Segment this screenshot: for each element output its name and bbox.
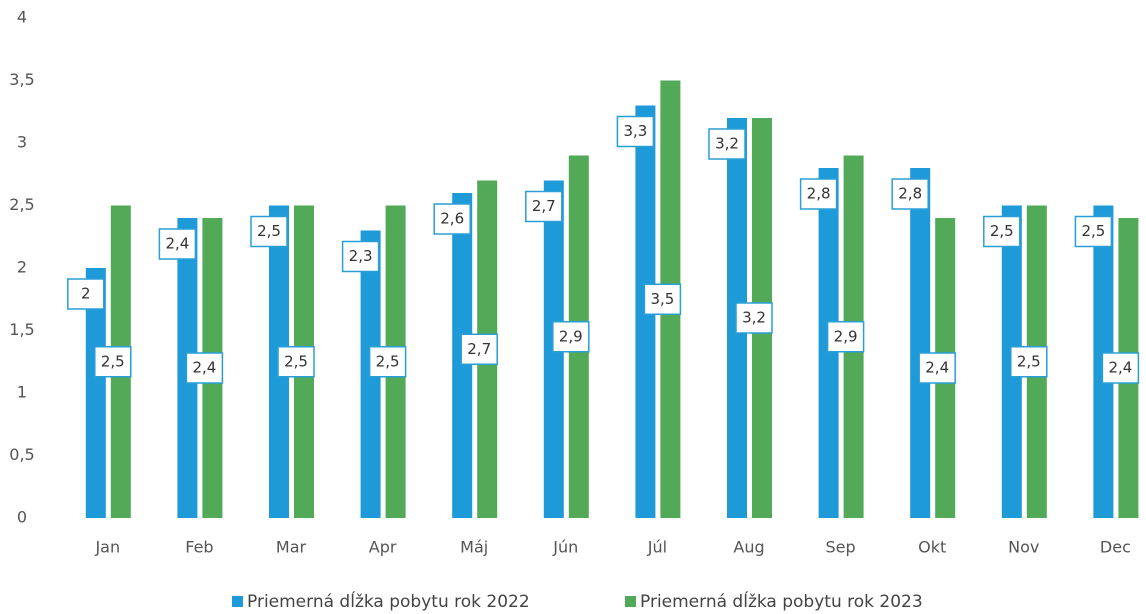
value-label: 2,3 — [349, 247, 373, 265]
x-tick-label: Apr — [369, 538, 397, 557]
value-label: 3,3 — [623, 122, 647, 140]
value-label: 2,8 — [807, 185, 831, 203]
x-tick-label: Jan — [94, 538, 120, 557]
bar — [910, 168, 931, 518]
value-label: 3,5 — [650, 290, 674, 308]
value-label-box — [277, 346, 315, 378]
value-label-box — [552, 321, 590, 353]
value-label: 2,9 — [559, 327, 583, 345]
value-label: 2,5 — [284, 352, 308, 370]
value-label-box — [918, 352, 956, 384]
bar — [85, 268, 106, 518]
x-tick-label: Sep — [826, 538, 856, 557]
value-label: 2,4 — [165, 235, 189, 253]
y-tick-label: 3 — [17, 133, 27, 152]
legend-label: Priemerná dĺžka pobytu rok 2022 — [247, 590, 530, 612]
value-label-box — [185, 352, 224, 384]
legend-swatch — [232, 596, 243, 607]
value-label: 2,5 — [1017, 352, 1041, 370]
value-label-box — [826, 321, 865, 353]
value-label: 2,6 — [440, 210, 464, 228]
value-label-box — [983, 215, 1021, 248]
value-label-box — [368, 346, 407, 378]
y-tick-label: 1,5 — [9, 320, 34, 339]
value-label: 2,4 — [192, 359, 216, 377]
y-tick-label: 3,5 — [9, 70, 34, 89]
value-label: 2,5 — [376, 352, 400, 370]
value-label-box — [643, 283, 682, 315]
value-label-box — [460, 333, 498, 365]
x-tick-label: Nov — [1008, 538, 1039, 557]
value-label-box — [1010, 346, 1048, 378]
legend-label: Priemerná dĺžka pobytu rok 2023 — [640, 590, 923, 612]
x-tick-label: Jún — [552, 538, 578, 557]
value-label-box — [799, 178, 838, 210]
value-label: 2,7 — [467, 340, 491, 358]
x-tick-label: Feb — [185, 538, 213, 557]
legend-swatch — [625, 596, 636, 607]
value-label: 2,4 — [1108, 359, 1132, 377]
y-tick-label: 0 — [17, 508, 27, 527]
value-label-box — [1101, 352, 1140, 384]
value-label-box — [67, 278, 105, 310]
value-label-box — [735, 302, 773, 334]
value-label-box — [708, 128, 746, 160]
x-tick-label: Dec — [1100, 538, 1131, 557]
value-label-box — [250, 215, 288, 248]
value-label: 3,2 — [715, 135, 739, 153]
value-label-box — [433, 203, 471, 235]
y-tick-label: 2 — [17, 258, 27, 277]
x-tick-label: Mar — [276, 538, 307, 557]
value-label: 2,8 — [898, 185, 922, 203]
x-tick-label: Aug — [733, 538, 764, 557]
x-tick-label: Máj — [460, 538, 488, 557]
value-label-box — [1074, 215, 1113, 248]
value-label: 2,5 — [101, 352, 125, 370]
value-label: 2 — [81, 285, 91, 303]
value-label-box — [525, 190, 563, 223]
value-label: 2,5 — [990, 222, 1014, 240]
y-tick-label: 0,5 — [9, 445, 34, 464]
x-tick-label: Júl — [647, 538, 667, 557]
value-label-box — [94, 346, 132, 378]
value-label: 3,2 — [742, 309, 766, 327]
x-tick-label: Okt — [918, 538, 946, 557]
y-tick-label: 2,5 — [9, 195, 34, 214]
value-label: 2,7 — [532, 197, 556, 215]
y-tick-label: 4 — [17, 8, 27, 27]
value-label: 2,5 — [257, 222, 281, 240]
value-label-box — [158, 228, 197, 260]
value-label-box — [891, 178, 929, 210]
y-tick-label: 1 — [17, 383, 27, 402]
value-label: 2,9 — [834, 327, 858, 345]
value-label: 2,5 — [1081, 222, 1105, 240]
value-label-box — [341, 240, 380, 273]
value-label: 2,4 — [925, 359, 949, 377]
value-label-box — [616, 115, 655, 148]
